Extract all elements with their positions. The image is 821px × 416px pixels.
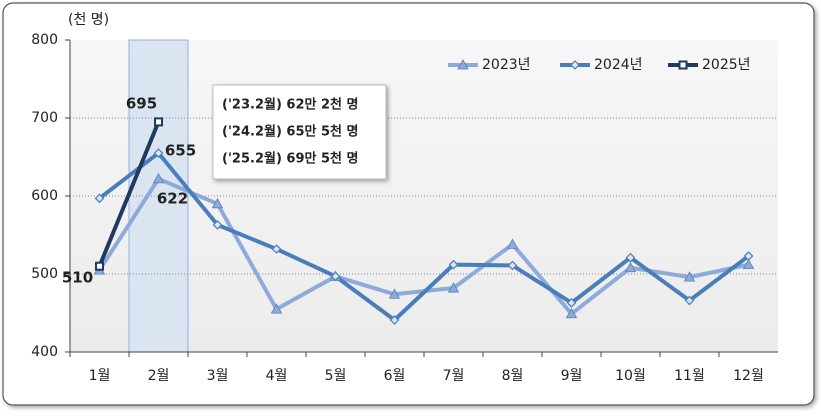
marker <box>570 60 580 70</box>
y-tick-label: 800 <box>31 32 58 48</box>
marker <box>625 252 636 263</box>
annotation-text: ('23.2월) 62만 2천 명 <box>222 97 359 113</box>
x-tick-label: 7월 <box>443 368 465 384</box>
marker <box>742 258 755 270</box>
x-tick-label: 1월 <box>89 368 111 384</box>
marker <box>684 295 695 306</box>
marker <box>683 271 696 282</box>
x-tick-label: 8월 <box>502 368 524 384</box>
annotation-bg <box>212 84 387 180</box>
marker <box>154 117 163 127</box>
marker <box>270 303 283 314</box>
marker <box>95 261 104 271</box>
y-tick-label: 500 <box>31 266 58 282</box>
marker <box>212 220 223 230</box>
marker <box>448 259 459 270</box>
data-label: 695 <box>126 94 157 112</box>
legend-label: 2024년 <box>594 57 643 73</box>
marker <box>389 315 400 325</box>
marker <box>507 260 518 271</box>
x-tick-label: 12월 <box>733 368 764 384</box>
y-tick-label: 700 <box>31 110 58 126</box>
annotation-text: ('25.2월) 69만 5천 명 <box>222 151 359 167</box>
x-tick-label: 11월 <box>674 368 705 384</box>
marker <box>743 251 754 261</box>
marker <box>678 60 688 70</box>
annotation-box <box>212 84 387 180</box>
legend-label: 2023년 <box>482 57 531 73</box>
marker <box>152 173 165 184</box>
data-label: 510 <box>62 269 93 287</box>
marker <box>506 238 519 249</box>
marker <box>211 197 224 209</box>
marker <box>153 148 164 158</box>
x-tick-label: 9월 <box>561 368 583 384</box>
x-tick-label: 4월 <box>266 368 288 384</box>
x-tick-label: 6월 <box>384 368 406 384</box>
marker <box>388 288 401 299</box>
data-label: 655 <box>165 142 196 160</box>
marker <box>457 59 469 70</box>
x-tick-label: 3월 <box>207 368 229 384</box>
marker <box>565 307 578 319</box>
marker <box>566 298 577 308</box>
marker <box>271 244 282 254</box>
series-line <box>98 151 750 323</box>
marker <box>447 282 460 293</box>
y-tick-label: 600 <box>31 188 58 204</box>
x-tick-label: 10월 <box>615 368 646 384</box>
x-tick-label: 5월 <box>325 368 347 384</box>
series-line <box>97 121 161 267</box>
marker <box>330 271 341 282</box>
marker <box>624 261 637 273</box>
legend-label: 2025년 <box>702 57 751 73</box>
annotation-text: ('24.2월) 65만 5천 명 <box>222 124 359 140</box>
x-tick-label: 2월 <box>148 368 170 384</box>
y-tick-label: 400 <box>31 344 58 360</box>
y-unit: (천 명) <box>68 12 109 28</box>
data-label: 622 <box>157 189 188 207</box>
marker <box>94 193 105 204</box>
